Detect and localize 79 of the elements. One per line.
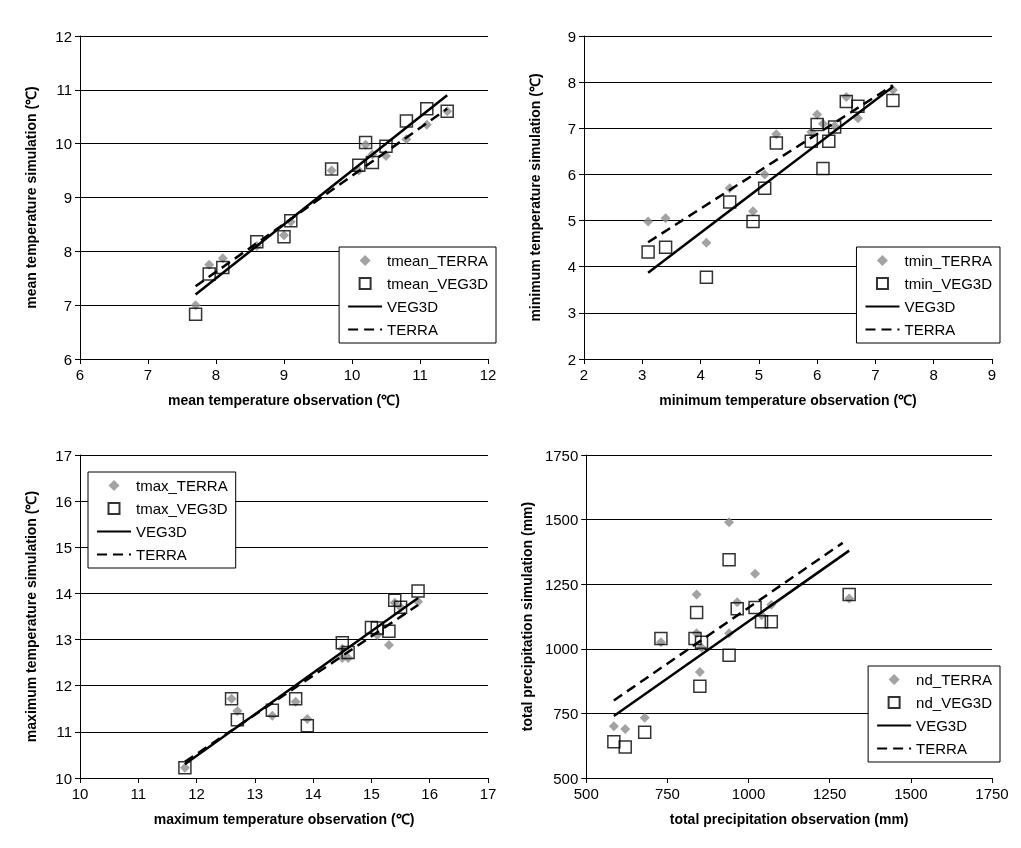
y-tick-label: 500 [553, 769, 579, 787]
x-tick-label: 17 [479, 785, 497, 802]
legend-label: TERRA [136, 546, 187, 563]
legend-label: tmax_TERRA [136, 477, 228, 494]
y-tick-label: 9 [567, 27, 576, 45]
y-tick-label: 8 [567, 73, 576, 91]
x-tick-label: 9 [279, 366, 289, 383]
y-tick-label: 1000 [544, 640, 579, 658]
y-tick-label: 6 [63, 350, 72, 368]
x-tick-label: 1500 [894, 785, 928, 802]
legend-label: tmax_VEG3D [136, 500, 228, 517]
legend-label: tmin_TERRA [904, 252, 992, 269]
x-tick-label: 11 [130, 785, 147, 802]
y-tick-label: 6 [567, 165, 576, 183]
y-tick-label: 10 [55, 135, 72, 153]
y-axis-title: maximum temperature simulation (℃) [23, 490, 39, 743]
x-tick-label: 12 [479, 366, 497, 383]
legend-label: VEG3D [136, 523, 188, 540]
y-tick-label: 11 [56, 81, 72, 99]
x-tick-label: 1000 [731, 785, 766, 802]
legend-label: VEG3D [916, 717, 968, 734]
x-axis-title: maximum temperature observation (℃) [153, 811, 415, 827]
x-tick-label: 16 [421, 785, 439, 802]
y-axis-title: mean temperature simulation (℃) [23, 86, 39, 309]
x-tick-label: 9 [987, 366, 997, 383]
legend-label: nd_VEG3D [916, 694, 993, 711]
x-tick-label: 10 [343, 366, 361, 383]
y-tick-label: 13 [55, 631, 72, 649]
x-tick-label: 1750 [975, 785, 1009, 802]
x-axis-title: mean temperature observation (℃) [168, 392, 400, 408]
legend-label: TERRA [387, 321, 438, 338]
x-tick-label: 4 [696, 366, 705, 383]
y-tick-label: 14 [55, 584, 72, 602]
legend-label: VEG3D [387, 298, 439, 315]
x-tick-label: 12 [188, 785, 205, 802]
legend-label: VEG3D [904, 298, 956, 315]
y-tick-label: 5 [567, 212, 576, 230]
legend-label: TERRA [904, 321, 956, 338]
y-tick-label: 12 [55, 677, 72, 695]
legend-label: TERRA [916, 740, 967, 757]
x-tick-label: 14 [304, 785, 322, 802]
y-tick-label: 15 [55, 538, 72, 556]
legend-label: tmean_VEG3D [387, 275, 489, 292]
y-tick-label: 1250 [544, 575, 579, 593]
x-tick-label: 6 [75, 366, 85, 383]
x-tick-label: 5 [754, 366, 764, 383]
x-tick-label: 6 [812, 366, 822, 383]
y-tick-label: 7 [63, 296, 72, 314]
x-tick-label: 1250 [813, 785, 847, 802]
x-axis-title: minimum temperature observation (℃) [659, 392, 917, 408]
legend-label: tmean_TERRA [387, 252, 488, 269]
y-axis-title: minimum temperature simulation (℃) [527, 73, 543, 322]
y-tick-label: 1750 [544, 446, 579, 464]
y-tick-label: 10 [55, 769, 72, 787]
x-tick-label: 13 [246, 785, 264, 802]
y-tick-label: 12 [55, 27, 72, 45]
y-tick-label: 1500 [544, 511, 579, 529]
x-tick-label: 15 [363, 785, 380, 802]
y-tick-label: 17 [55, 446, 72, 464]
x-tick-label: 8 [929, 366, 938, 383]
x-tick-label: 11 [412, 366, 428, 383]
legend-label: tmin_VEG3D [904, 275, 993, 292]
y-tick-label: 2 [567, 350, 576, 368]
y-tick-label: 7 [567, 119, 576, 137]
y-tick-label: 4 [567, 258, 576, 276]
x-tick-label: 7 [871, 366, 880, 383]
x-axis-title: total precipitation observation (mm) [669, 811, 909, 827]
y-tick-label: 11 [56, 723, 72, 741]
y-tick-label: 3 [567, 304, 576, 322]
x-tick-label: 7 [143, 366, 153, 383]
x-tick-label: 750 [654, 785, 680, 802]
y-tick-label: 750 [553, 704, 579, 722]
x-tick-label: 8 [211, 366, 221, 383]
y-axis-title: total precipitation simulation (mm) [519, 501, 535, 732]
legend-label: nd_TERRA [916, 671, 992, 688]
y-tick-label: 8 [63, 242, 72, 260]
x-tick-label: 3 [638, 366, 647, 383]
y-tick-label: 9 [63, 189, 72, 206]
y-tick-label: 16 [55, 492, 72, 510]
